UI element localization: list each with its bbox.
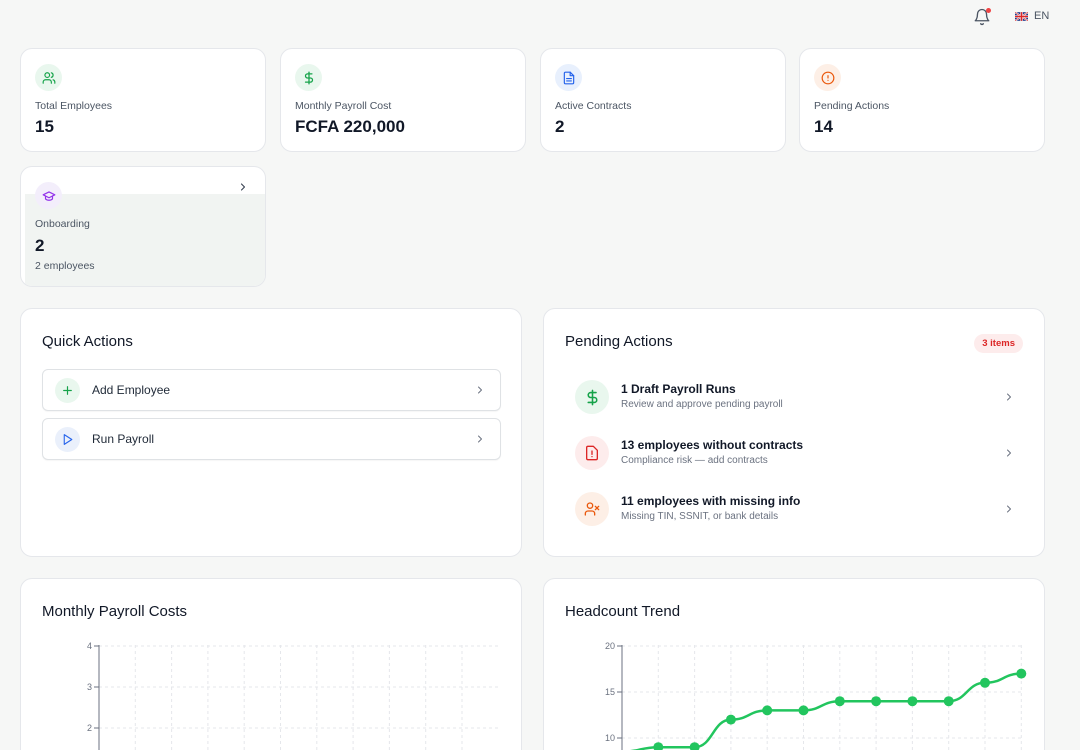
chevron-right-icon — [1007, 449, 1011, 457]
uk-flag-icon — [1015, 11, 1028, 21]
add-employee-button[interactable]: Add Employee — [42, 369, 501, 411]
chevron-right-icon — [1007, 393, 1011, 401]
data-point — [907, 696, 918, 707]
panel-title: Quick Actions — [42, 333, 133, 350]
chevron-right-icon — [240, 183, 246, 191]
stat-label: Total Employees — [35, 100, 113, 112]
chart-title: Monthly Payroll Costs — [42, 603, 188, 620]
data-point — [689, 742, 700, 750]
data-point — [871, 696, 882, 707]
data-point — [725, 714, 736, 725]
users-icon — [35, 64, 62, 91]
stat-card-total-employees: Total Employees 15 — [20, 48, 266, 152]
stat-card-active-contracts: Active Contracts 2 — [540, 48, 786, 152]
data-point — [762, 705, 773, 716]
user-x-icon — [575, 492, 609, 526]
stat-value: 14 — [814, 117, 833, 136]
panel-title: Pending Actions — [565, 333, 673, 350]
stat-label: Pending Actions — [814, 100, 890, 112]
stat-label: Onboarding — [35, 218, 90, 230]
data-point — [653, 742, 664, 750]
pending-action-missing-info[interactable]: 11 employees with missing info Missing T… — [575, 489, 1015, 529]
y-tick-label: 4 — [87, 641, 92, 651]
chevron-right-icon — [1007, 505, 1011, 513]
pending-action-title: 13 employees without contracts — [621, 438, 804, 452]
headcount-trend-chart-card: Headcount Trend 20 15 10 — [543, 578, 1045, 750]
data-point — [943, 696, 954, 707]
bell-icon — [974, 8, 990, 26]
data-point — [834, 696, 845, 707]
pending-action-title: 11 employees with missing info — [621, 494, 801, 508]
dollar-icon — [575, 380, 609, 414]
stat-card-onboarding[interactable]: Onboarding 2 2 employees — [20, 166, 266, 287]
pending-action-subtitle: Missing TIN, SSNIT, or bank details — [621, 511, 779, 522]
stat-value: FCFA 220,000 — [295, 117, 405, 136]
pending-action-title: 1 Draft Payroll Runs — [621, 382, 736, 396]
notification-dot — [986, 8, 991, 13]
quick-actions-panel: Quick Actions Add Employee Run Payroll — [20, 308, 522, 557]
top-bar: EN — [0, 0, 1080, 36]
stat-card-pending-actions: Pending Actions 14 — [799, 48, 1045, 152]
series-line — [631, 672, 1022, 750]
pending-action-subtitle: Compliance risk — add contracts — [621, 455, 768, 466]
data-point — [980, 677, 990, 688]
language-selector[interactable]: EN — [1015, 10, 1049, 22]
graduation-cap-icon — [35, 182, 62, 209]
pending-action-missing-contracts[interactable]: 13 employees without contracts Complianc… — [575, 433, 1015, 473]
stat-card-monthly-payroll-cost: Monthly Payroll Cost FCFA 220,000 — [280, 48, 526, 152]
data-point — [1016, 668, 1027, 679]
stat-label: Active Contracts — [555, 100, 632, 112]
headcount-trend-chart: 20 15 10 — [605, 641, 1027, 750]
stat-label: Monthly Payroll Cost — [295, 100, 392, 112]
pending-action-draft-payroll[interactable]: 1 Draft Payroll Runs Review and approve … — [575, 377, 1015, 417]
stat-value: 2 — [35, 236, 45, 255]
run-payroll-button[interactable]: Run Payroll — [42, 418, 501, 460]
stat-subtext: 2 employees — [35, 260, 95, 272]
document-icon — [555, 64, 582, 91]
y-tick-label: 10 — [605, 733, 615, 743]
y-tick-label: 15 — [605, 687, 615, 697]
monthly-payroll-costs-chart-card: Monthly Payroll Costs 4 3 2 — [20, 578, 522, 750]
hover-background — [25, 194, 265, 286]
pending-action-subtitle: Review and approve pending payroll — [621, 399, 783, 410]
chevron-right-icon — [478, 386, 482, 394]
y-tick-label: 2 — [87, 723, 92, 733]
play-icon — [55, 427, 80, 452]
payroll-costs-chart: 4 3 2 — [87, 641, 498, 750]
stat-value: 2 — [555, 117, 565, 136]
notifications-button[interactable] — [973, 8, 991, 26]
chevron-right-icon — [478, 435, 482, 443]
quick-action-label: Run Payroll — [92, 432, 155, 446]
data-point — [798, 705, 809, 716]
dollar-icon — [295, 64, 322, 91]
chart-title: Headcount Trend — [565, 603, 681, 620]
y-tick-label: 20 — [605, 641, 615, 651]
y-tick-label: 3 — [87, 682, 92, 692]
stat-value: 15 — [35, 117, 54, 136]
items-count-badge: 3 items — [974, 334, 1023, 353]
quick-action-label: Add Employee — [92, 383, 171, 397]
pending-actions-panel: Pending Actions 3 items 1 Draft Payroll … — [543, 308, 1045, 557]
language-label: EN — [1034, 10, 1050, 22]
plus-icon — [55, 378, 80, 403]
alert-circle-icon — [814, 64, 841, 91]
file-alert-icon — [575, 436, 609, 470]
